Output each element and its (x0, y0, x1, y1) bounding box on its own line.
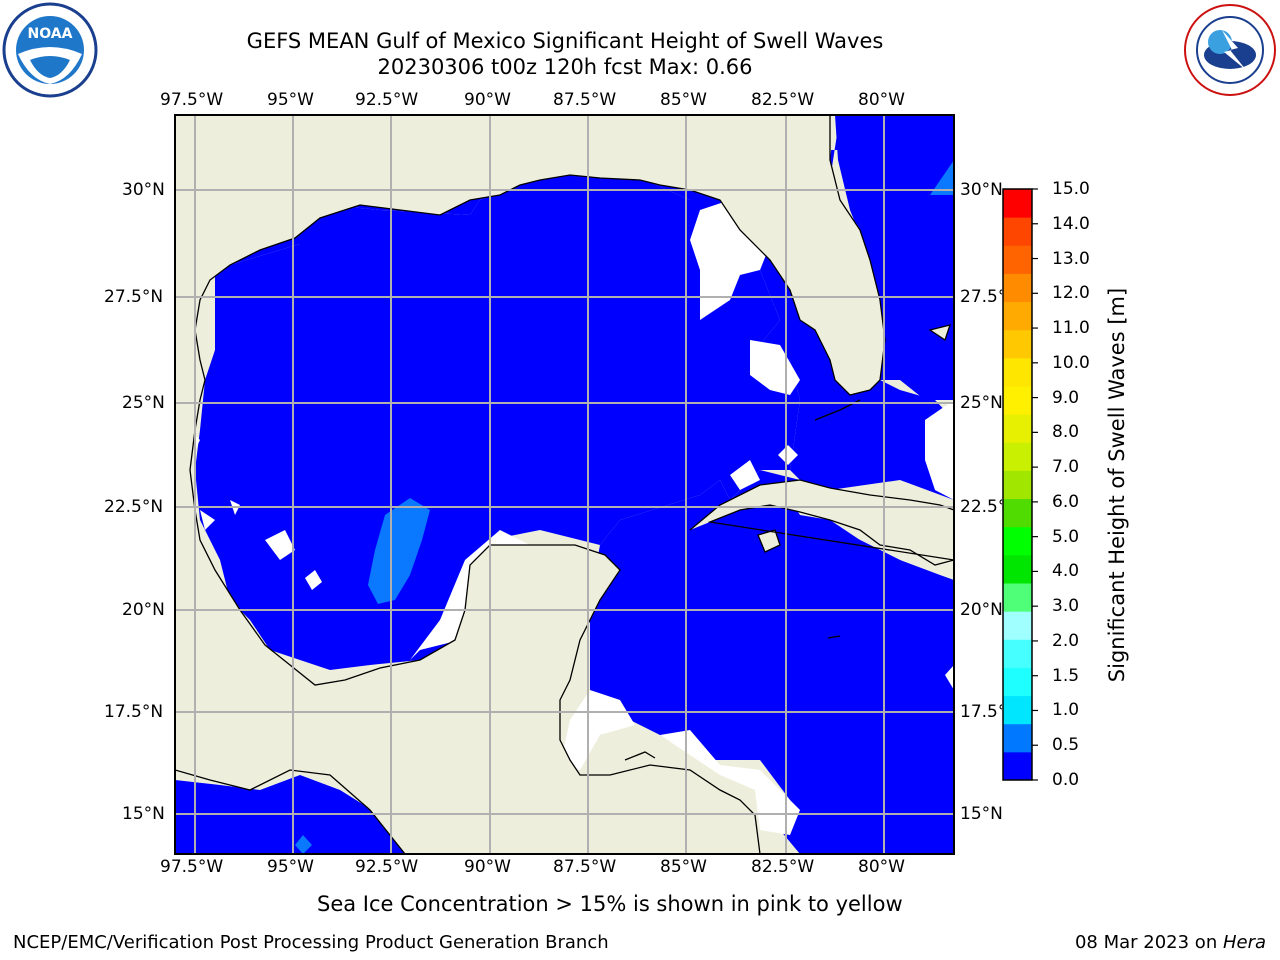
atlantic-swell (835, 115, 954, 400)
coastlines (175, 115, 954, 854)
lon-tick-top: 85°W (660, 90, 707, 110)
caribbean-swell (590, 520, 954, 854)
colorbar-frame (1002, 188, 1033, 781)
lon-tick-bottom: 80°W (858, 857, 905, 877)
colorbar-segment (1003, 357, 1032, 387)
lon-tick-top: 92.5°W (355, 90, 419, 110)
swell-0-5-patch-ne (930, 160, 954, 195)
western-gulf-swell (195, 180, 800, 670)
colorbar-tick-label: 1.5 (1052, 665, 1080, 686)
swell-0-5-patch-sw (295, 835, 312, 854)
nws-logo (1184, 4, 1276, 96)
lat-tick-left: 30°N (122, 180, 165, 200)
colorbar-segment (1003, 273, 1032, 303)
colorbar-tick-label: 2.0 (1052, 630, 1080, 651)
colorbar-tick-label: 6.0 (1052, 491, 1080, 512)
colorbar-segment (1003, 639, 1032, 668)
footer-left: NCEP/EMC/Verification Post Processing Pr… (13, 932, 609, 953)
lat-tick-right: 30°N (960, 180, 1003, 200)
lat-tick-right: 25°N (960, 393, 1003, 413)
colorbar-segment (1003, 442, 1032, 471)
colorbar-tick-label: 12.0 (1052, 283, 1090, 304)
colorbar-segment (1003, 667, 1032, 697)
colorbar-tick-label: 3.0 (1052, 596, 1080, 617)
colorbar-segment (1003, 526, 1032, 556)
lon-tick-bottom: 90°W (464, 857, 511, 877)
lon-tick-bottom: 92.5°W (355, 857, 419, 877)
colorbar-tick-label: 14.0 (1052, 213, 1090, 234)
colorbar-tick-label: 10.0 (1052, 352, 1090, 373)
colorbar-tick-label: 15.0 (1052, 179, 1090, 199)
lon-tick-bottom: 95°W (267, 857, 314, 877)
footer-center-wrap: Sea Ice Concentration > 15% is shown in … (0, 892, 1280, 916)
colorbar-segment (1003, 386, 1032, 415)
footer-date: 08 Mar 2023 on (1074, 932, 1223, 953)
lon-tick-top: 82.5°W (751, 90, 815, 110)
colorbar-tick-label: 13.0 (1052, 248, 1090, 269)
sea-ice-note: Sea Ice Concentration > 15% is shown in … (317, 892, 903, 916)
colorbar-segment (1003, 470, 1032, 500)
lat-tick-left: 27.5°N (104, 287, 164, 307)
footer-right: 08 Mar 2023 on Hera (1075, 932, 1266, 953)
lon-tick-top: 80°W (858, 90, 905, 110)
colorbar-segment (1003, 695, 1032, 725)
noaa-logo-text: NOAA (28, 26, 73, 42)
colorbar-tick-label: 7.0 (1052, 457, 1080, 478)
colorbar-tick-label: 0.5 (1052, 735, 1080, 756)
colorbar-label: Significant Height of Swell Waves [m] (1105, 287, 1129, 683)
lat-tick-right: 22.5°N (960, 497, 1002, 517)
footer-host: Hera (1222, 932, 1266, 953)
noaa-logo: NOAA (2, 2, 98, 98)
lat-tick-right: 27.5°N (960, 287, 1002, 307)
swell-0-5-patch (368, 498, 430, 604)
colorbar-segment (1003, 498, 1032, 528)
colorbar-tick-label: 1.0 (1052, 700, 1080, 721)
lat-tick-left: 15°N (122, 804, 165, 824)
colorbar-segment (1003, 583, 1032, 612)
colorbar-segment (1003, 554, 1032, 584)
lon-tick-top: 97.5°W (160, 90, 224, 110)
colorbar-tick-label: 8.0 (1052, 422, 1080, 443)
colorbar-segment (1003, 414, 1032, 443)
colorbar-segment (1003, 217, 1032, 246)
lon-tick-top: 95°W (267, 90, 314, 110)
map-frame (174, 114, 955, 855)
colorbar-segment (1003, 301, 1032, 331)
colorbar-segment (1003, 329, 1032, 359)
lat-tick-right: 17.5°N (960, 702, 1002, 722)
lat-tick-left: 25°N (122, 393, 165, 413)
lat-tick-left: 20°N (122, 600, 165, 620)
lon-tick-bottom: 87.5°W (553, 857, 617, 877)
lat-tick-left: 17.5°N (104, 702, 164, 722)
lat-tick-right: 20°N (960, 600, 1003, 620)
colorbar-segment (1003, 189, 1032, 218)
graticule (175, 115, 954, 854)
land-masses (175, 115, 954, 854)
colorbar-tick-label: 9.0 (1052, 387, 1080, 408)
title-line-2: 20230306 t00z 120h fcst Max: 0.66 (377, 55, 753, 79)
colorbar-segment (1003, 751, 1032, 781)
lon-tick-bottom: 82.5°W (751, 857, 815, 877)
colorbar-tick-label: 0.0 (1052, 770, 1080, 790)
title-line-1: GEFS MEAN Gulf of Mexico Significant Hei… (246, 29, 884, 53)
map-area (175, 115, 954, 854)
colorbar-segment (1003, 723, 1032, 753)
colorbar-tick-label: 5.0 (1052, 526, 1080, 547)
lon-tick-top: 87.5°W (553, 90, 617, 110)
colorbar-segment (1003, 611, 1032, 640)
lon-tick-bottom: 85°W (660, 857, 707, 877)
colorbar-tick-label: 11.0 (1052, 318, 1090, 339)
lon-tick-bottom: 97.5°W (160, 857, 224, 877)
lat-tick-left: 22.5°N (104, 497, 164, 517)
lon-tick-top: 90°W (464, 90, 511, 110)
colorbar-tick-label: 4.0 (1052, 561, 1080, 582)
lat-tick-right: 15°N (960, 804, 1003, 824)
colorbar (1003, 188, 1038, 781)
colorbar-segment (1003, 245, 1032, 274)
